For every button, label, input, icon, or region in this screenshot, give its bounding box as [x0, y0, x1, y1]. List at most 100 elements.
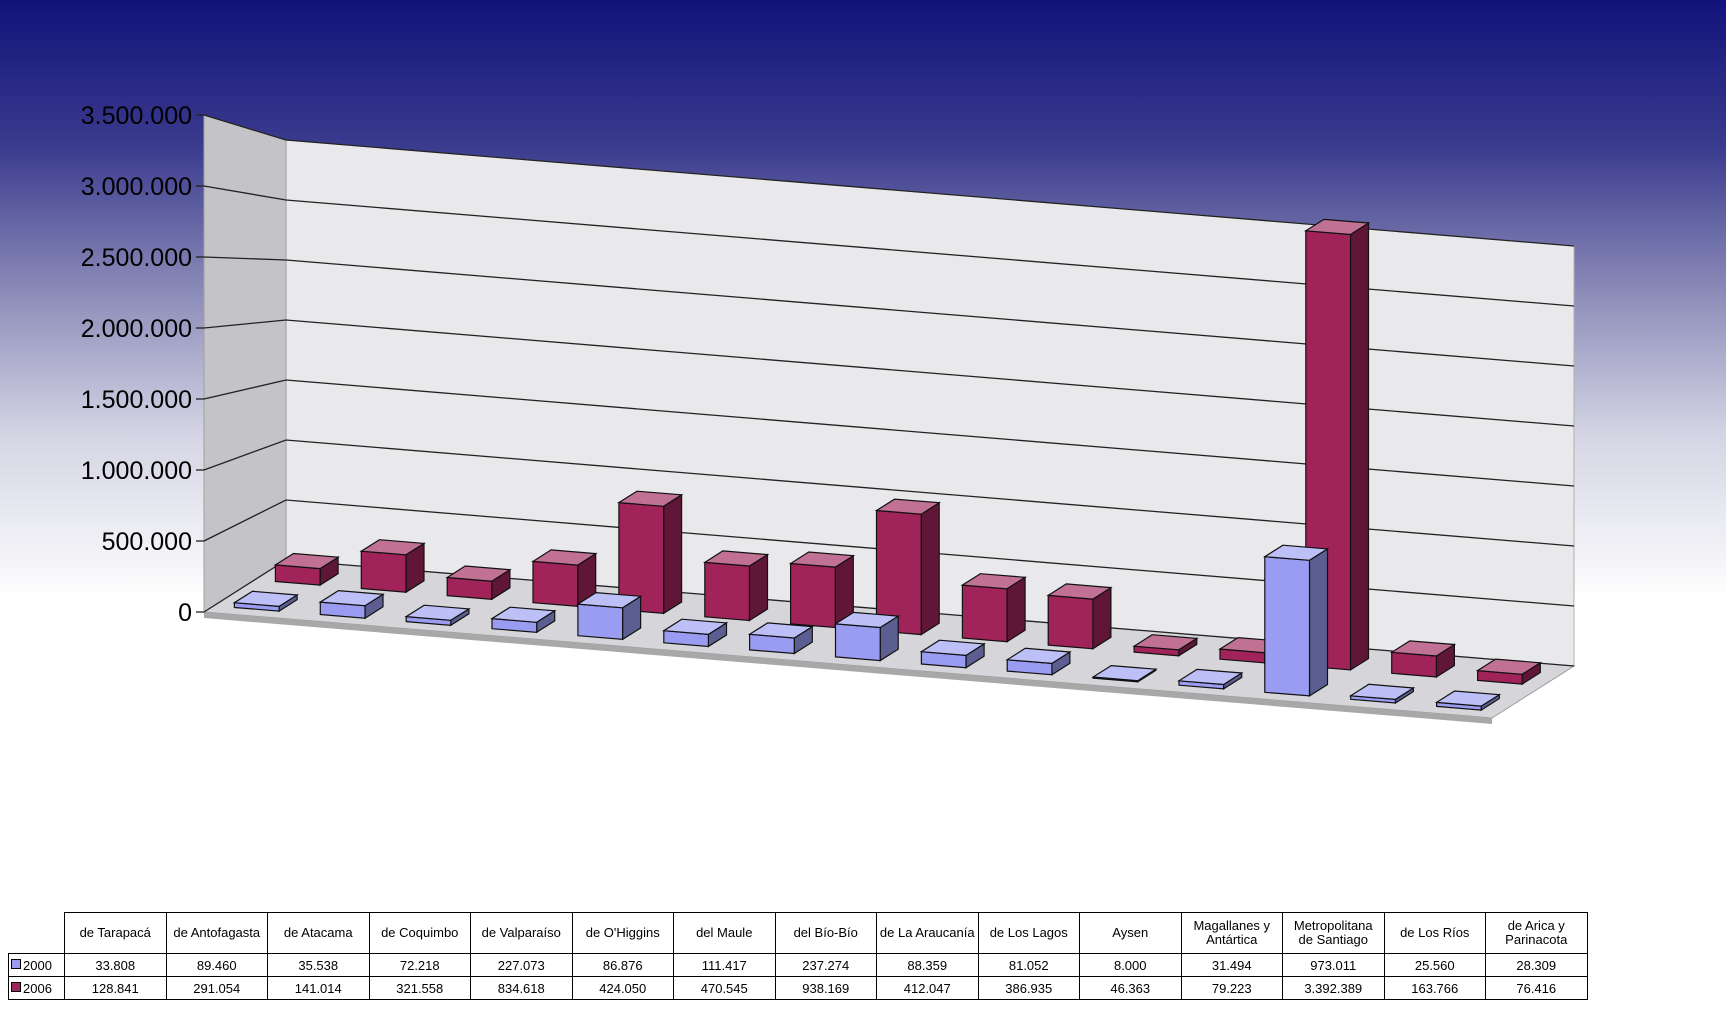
bar-top — [919, 639, 986, 657]
data-label: 973.011 — [1282, 953, 1385, 977]
data-label: 412.047 — [876, 976, 979, 1000]
category-label: de Atacama — [267, 912, 370, 954]
bar-side — [1308, 547, 1329, 697]
bar-top — [617, 490, 684, 507]
legend-entry: 2006 — [8, 976, 65, 1000]
data-label: 128.841 — [64, 976, 167, 1000]
gridline — [203, 319, 1575, 427]
gridline — [203, 439, 1575, 547]
bar-2006-9 — [1046, 583, 1113, 650]
bar-front — [1264, 556, 1311, 697]
category-label: de La Araucanía — [876, 912, 979, 954]
category-label: de Los Ríos — [1383, 912, 1486, 954]
data-label: 88.359 — [876, 953, 979, 977]
bar-top — [1475, 658, 1543, 675]
bar-2000-7 — [833, 611, 901, 662]
bar-top — [445, 565, 512, 582]
bars — [232, 218, 1543, 712]
gridline — [203, 499, 1575, 607]
bar-2000-4 — [576, 591, 643, 641]
floor-edge — [204, 612, 1492, 724]
bar-top — [232, 590, 299, 608]
bar-2000-8 — [919, 639, 986, 669]
bar-2006-7 — [874, 498, 942, 636]
bar-top — [874, 498, 942, 515]
y-tick-label: 3.000.000 — [81, 173, 192, 201]
bar-2006-0 — [273, 552, 340, 587]
category-label: Magallanes y Antártica — [1180, 912, 1283, 954]
data-label: 86.876 — [571, 953, 674, 977]
y-axis-ticks: 0 500.000 1.000.000 1.500.000 2.000.000 2.500… — [81, 102, 204, 627]
data-label: 72.218 — [368, 953, 471, 977]
chart-walls — [203, 114, 1575, 667]
bar-2000-11 — [1177, 668, 1244, 690]
bar-2006-13 — [1389, 640, 1457, 679]
data-table-row: 2000 33.808 89.460 35.538 72.218 227.073 86.87… — [8, 953, 1588, 977]
legend-entry: 2000 — [8, 953, 65, 977]
bar-top — [1132, 634, 1199, 651]
data-label: 76.416 — [1485, 976, 1588, 1000]
bar-2006-6 — [788, 551, 856, 629]
bar-top — [404, 604, 471, 621]
data-label: 81.052 — [977, 953, 1080, 977]
bar-front — [789, 562, 836, 629]
data-label: 25.560 — [1383, 953, 1486, 977]
bar-top — [1005, 647, 1072, 665]
category-label: de O'Higgins — [571, 912, 674, 954]
bar-top — [1348, 683, 1416, 701]
data-label: 470.545 — [673, 976, 776, 1000]
data-label: 938.169 — [774, 976, 877, 1000]
data-label: 291.054 — [165, 976, 268, 1000]
bar-2000-13 — [1348, 683, 1416, 705]
bar-top — [1046, 583, 1113, 600]
gridline — [203, 114, 1575, 247]
category-label: Aysen — [1079, 912, 1182, 954]
y-tick-label: 0 — [178, 599, 192, 627]
category-label: de Valparaíso — [470, 912, 573, 954]
bar-top — [1434, 690, 1502, 707]
bar-top — [702, 550, 770, 567]
data-label: 89.460 — [165, 953, 268, 977]
bar-top — [318, 589, 385, 607]
bar-top — [788, 551, 856, 568]
category-label: de Coquimbo — [368, 912, 471, 954]
data-label: 237.274 — [774, 953, 877, 977]
data-label: 227.073 — [470, 953, 573, 977]
category-label: Metropolitana de Santiago — [1282, 912, 1385, 954]
legend-series-name: 2000 — [23, 957, 52, 973]
y-tick-label: 1.500.000 — [81, 386, 192, 414]
bar-front — [834, 623, 881, 662]
bar-2006-2 — [445, 565, 512, 601]
data-label: 8.000 — [1079, 953, 1182, 977]
bar-2000-1 — [318, 589, 385, 620]
bar-top — [490, 606, 557, 623]
bar-2000-6 — [747, 622, 815, 655]
data-label: 28.309 — [1485, 953, 1588, 977]
bar-front — [577, 603, 624, 641]
bar-2006-5 — [702, 550, 770, 622]
bar-top — [1262, 544, 1330, 561]
bar-2000-2 — [404, 604, 471, 627]
gridline — [203, 379, 1575, 487]
legend-swatch — [11, 981, 21, 992]
bar-2000-5 — [661, 618, 729, 648]
bar-2006-1 — [359, 539, 426, 594]
data-label: 163.766 — [1383, 976, 1486, 1000]
bar-2000-0 — [232, 590, 299, 613]
bar-side — [1349, 221, 1370, 671]
bar-front — [532, 560, 579, 607]
category-label: del Bío-Bío — [774, 912, 877, 954]
data-label: 834.618 — [470, 976, 573, 1000]
data-label: 31.494 — [1180, 953, 1283, 977]
bar-2000-12 — [1262, 544, 1330, 697]
gridline — [203, 185, 1575, 307]
data-label: 321.558 — [368, 976, 471, 1000]
category-label: de Antofagasta — [165, 912, 268, 954]
bar-top — [661, 618, 729, 636]
y-tick-label: 2.000.000 — [81, 315, 192, 343]
data-label: 79.223 — [1180, 976, 1283, 1000]
bar-2000-14 — [1434, 690, 1502, 712]
data-label: 111.417 — [673, 953, 776, 977]
data-label: 33.808 — [64, 953, 167, 977]
